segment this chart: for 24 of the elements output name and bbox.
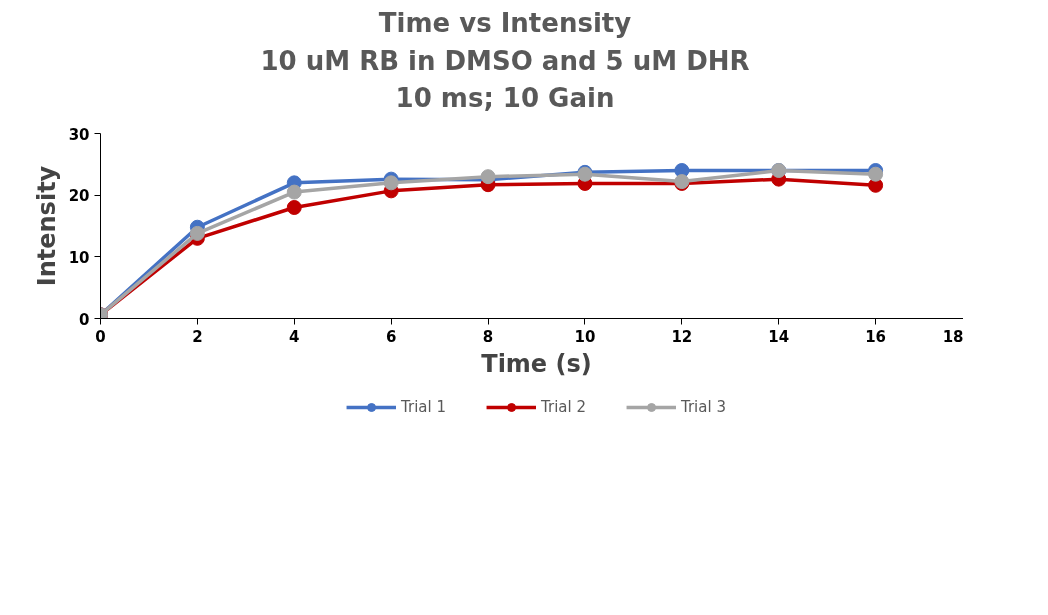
y-axis-title: Intensity	[32, 165, 61, 287]
x-tick-label: 0	[95, 327, 106, 346]
point	[383, 175, 399, 191]
x-tick-label: 8	[482, 327, 494, 346]
legend-label: Trial 1	[401, 398, 447, 417]
x-tick-label: 10	[574, 327, 596, 346]
x-tick-label: 14	[768, 327, 790, 346]
x-tick-label: 16	[865, 327, 887, 346]
y-tick-label: 0	[79, 310, 90, 329]
point	[286, 200, 302, 216]
x-axis-title: Time (s)	[481, 349, 592, 378]
chart-title: Time vs Intensity 10 uM RB in DMSO and 5 uM DHR 10 ms; 10 Gain	[260, 7, 750, 116]
x-tick-label: 12	[671, 327, 693, 346]
legend-label: Trial 3	[680, 398, 726, 417]
x-tick-label: 2	[192, 327, 203, 346]
y-tick-label: 30	[68, 125, 90, 144]
point	[189, 225, 205, 241]
x-tick-label: 6	[385, 327, 397, 346]
x-tick-label: 4	[289, 327, 300, 346]
x-tick-label: 18	[942, 327, 964, 346]
y-tick-label: 20	[68, 187, 90, 206]
y-tick-label: 10	[68, 248, 90, 267]
point	[286, 184, 302, 200]
legend-label: Trial 2	[541, 398, 586, 417]
